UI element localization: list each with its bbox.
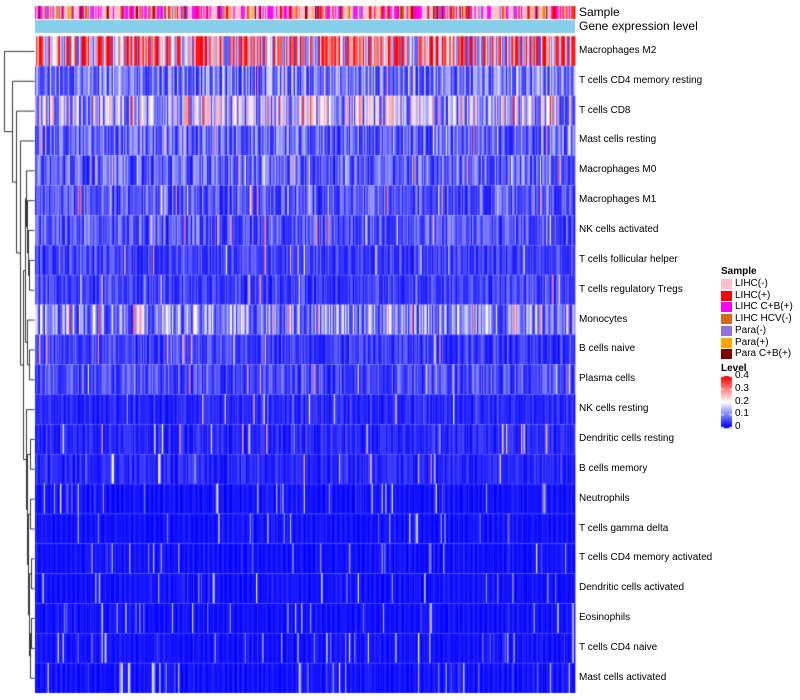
sample-legend-item: LIHC(-)	[735, 278, 768, 289]
row-label: Dendritic cells activated	[579, 582, 685, 594]
row-label: T cells regulatory Tregs	[579, 283, 683, 295]
level-legend-tick: 0.1	[735, 408, 749, 420]
sample-legend-swatch	[721, 325, 732, 336]
row-label: T cells CD4 naive	[579, 641, 658, 653]
sample-legend-swatch	[721, 337, 732, 348]
row-label: B cells naive	[579, 343, 636, 355]
sample-legend-swatch	[721, 314, 732, 325]
row-label: B cells memory	[579, 462, 648, 474]
sample-legend-swatch	[721, 290, 732, 301]
sample-legend-item: LIHC C+B(+)	[735, 301, 793, 313]
row-label: Plasma cells	[579, 373, 636, 385]
sample-legend-swatch	[721, 302, 732, 313]
sample-legend-item: LIHC HCV(-)	[735, 313, 792, 325]
level-legend-title: Level	[721, 363, 747, 374]
annotation-label-gene-expression: Gene expression level	[579, 19, 698, 33]
sample-legend-item: Para(+)	[735, 336, 769, 348]
sample-legend-item: Para(-)	[735, 324, 767, 336]
row-label: Neutrophils	[579, 492, 630, 504]
row-label: Dendritic cells resting	[579, 432, 675, 444]
sample-legend-swatch	[721, 279, 732, 289]
row-label: Mast cells resting	[579, 134, 657, 146]
row-label: Macrophages M1	[579, 194, 657, 206]
row-label: NK cells resting	[579, 403, 649, 415]
level-legend-tick: 0.2	[735, 395, 749, 407]
level-legend-tick: 0	[735, 421, 741, 432]
row-label: NK cells activated	[579, 224, 659, 236]
row-label: T cells CD4 memory resting	[579, 74, 703, 86]
sample-legend-item: Para C+B(+)	[735, 348, 792, 360]
level-legend-tick: 0.3	[735, 382, 749, 394]
row-label: Eosinophils	[579, 612, 631, 624]
annotation-label-sample: Sample	[579, 5, 620, 19]
row-label: T cells CD4 memory activated	[579, 552, 713, 564]
sample-legend-item: LIHC(+)	[735, 289, 771, 301]
row-label: T cells CD8	[579, 104, 631, 116]
row-label: T cells gamma delta	[579, 522, 669, 534]
row-label: Macrophages M2	[579, 44, 657, 56]
sample-legend-title: Sample	[721, 266, 757, 277]
row-label: T cells follicular helper	[579, 253, 678, 265]
row-label: Macrophages M0	[579, 164, 657, 176]
sample-legend-swatch	[721, 349, 732, 360]
row-label: Mast cells activated	[579, 671, 667, 683]
row-label: Monocytes	[579, 313, 628, 325]
level-legend-tick: 0.4	[735, 370, 749, 381]
